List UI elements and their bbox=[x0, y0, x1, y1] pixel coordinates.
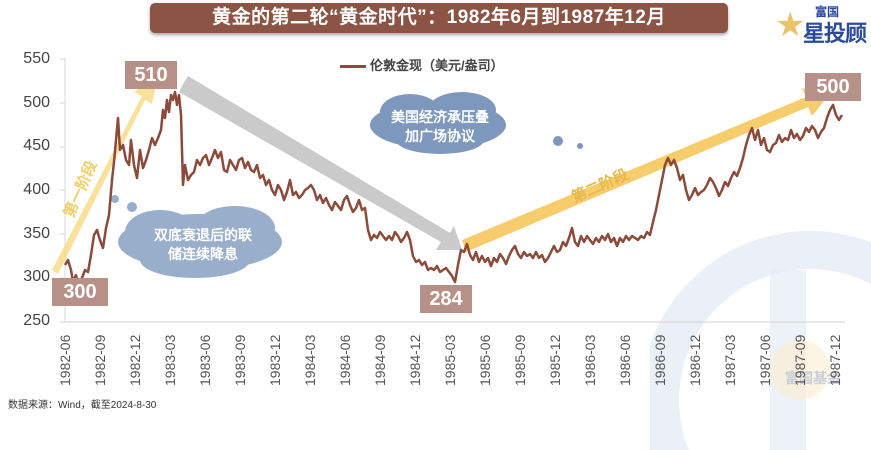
x-tick: 1983-03 bbox=[162, 334, 178, 386]
x-tick: 1983-09 bbox=[232, 334, 248, 386]
y-tick: 300 bbox=[23, 268, 50, 285]
x-tick: 1986-03 bbox=[582, 334, 598, 386]
down-arrow bbox=[179, 76, 462, 250]
callout-peak2-value: 500 bbox=[805, 73, 861, 101]
chart-title: 黄金的第二轮“黄金时代”：1982年6月到1987年12月 bbox=[150, 3, 728, 33]
cloud-right-text: 美国经济承压叠 加广场协议 bbox=[370, 108, 510, 146]
x-tick: 1985-12 bbox=[547, 334, 563, 386]
x-tick: 1986-09 bbox=[652, 334, 668, 386]
cloud-left-line2: 储连续降息 bbox=[168, 246, 238, 262]
legend-line-icon bbox=[340, 65, 366, 69]
x-tick: 1984-12 bbox=[407, 334, 423, 386]
data-source-note: 数据来源：Wind，截至2024-8-30 bbox=[8, 400, 157, 411]
callout-peak1-value: 510 bbox=[125, 61, 177, 89]
stage2-arrow bbox=[462, 88, 828, 252]
x-tick: 1986-06 bbox=[617, 334, 633, 386]
logo-small-text: 富国 bbox=[815, 5, 840, 19]
y-tick: 400 bbox=[23, 181, 50, 198]
chart-canvas bbox=[52, 58, 845, 323]
x-tick: 1986-12 bbox=[687, 334, 703, 386]
x-tick: 1984-09 bbox=[372, 334, 388, 386]
cloud-right-line1: 美国经济承压叠 bbox=[391, 109, 489, 125]
callout-trough-value: 284 bbox=[420, 285, 472, 313]
y-tick: 250 bbox=[23, 312, 50, 329]
legend: 伦敦金现（美元/盎司） bbox=[340, 55, 504, 74]
star-icon: ★ bbox=[775, 6, 806, 44]
x-tick: 1983-12 bbox=[267, 334, 283, 386]
watermark-text: 富国基金 bbox=[785, 370, 841, 386]
y-axis-ticks bbox=[60, 58, 65, 279]
cloud-right-line2: 加广场协议 bbox=[405, 128, 475, 144]
brand-logo: ★ 富国 星投顾 bbox=[775, 2, 871, 46]
cloud-right bbox=[370, 92, 583, 154]
x-tick: 1987-12 bbox=[827, 334, 843, 386]
x-tick: 1982-06 bbox=[57, 334, 73, 386]
y-tick: 550 bbox=[23, 50, 50, 67]
price-line bbox=[63, 90, 844, 292]
cloud-left bbox=[111, 195, 282, 278]
stage1-arrow bbox=[52, 76, 158, 274]
x-tick: 1982-12 bbox=[127, 334, 143, 386]
x-tick: 1984-03 bbox=[302, 334, 318, 386]
legend-label: 伦敦金现（美元/盎司） bbox=[370, 58, 504, 73]
x-tick: 1985-03 bbox=[442, 334, 458, 386]
x-tick: 1987-09 bbox=[792, 334, 808, 386]
x-tick: 1984-06 bbox=[337, 334, 353, 386]
logo-big-text: 星投顾 bbox=[803, 21, 867, 46]
x-tick: 1985-06 bbox=[477, 334, 493, 386]
x-tick: 1983-06 bbox=[197, 334, 213, 386]
x-tick: 1982-09 bbox=[92, 334, 108, 386]
y-tick: 500 bbox=[23, 94, 50, 111]
callout-start-value: 300 bbox=[52, 278, 108, 306]
cloud-left-text: 双底衰退后的联 储连续降息 bbox=[128, 226, 278, 264]
y-tick: 350 bbox=[23, 225, 50, 242]
cloud-left-line1: 双底衰退后的联 bbox=[154, 227, 252, 243]
x-tick: 1985-09 bbox=[512, 334, 528, 386]
x-tick: 1987-06 bbox=[757, 334, 773, 386]
y-tick: 450 bbox=[23, 137, 50, 154]
x-tick: 1987-03 bbox=[722, 334, 738, 386]
